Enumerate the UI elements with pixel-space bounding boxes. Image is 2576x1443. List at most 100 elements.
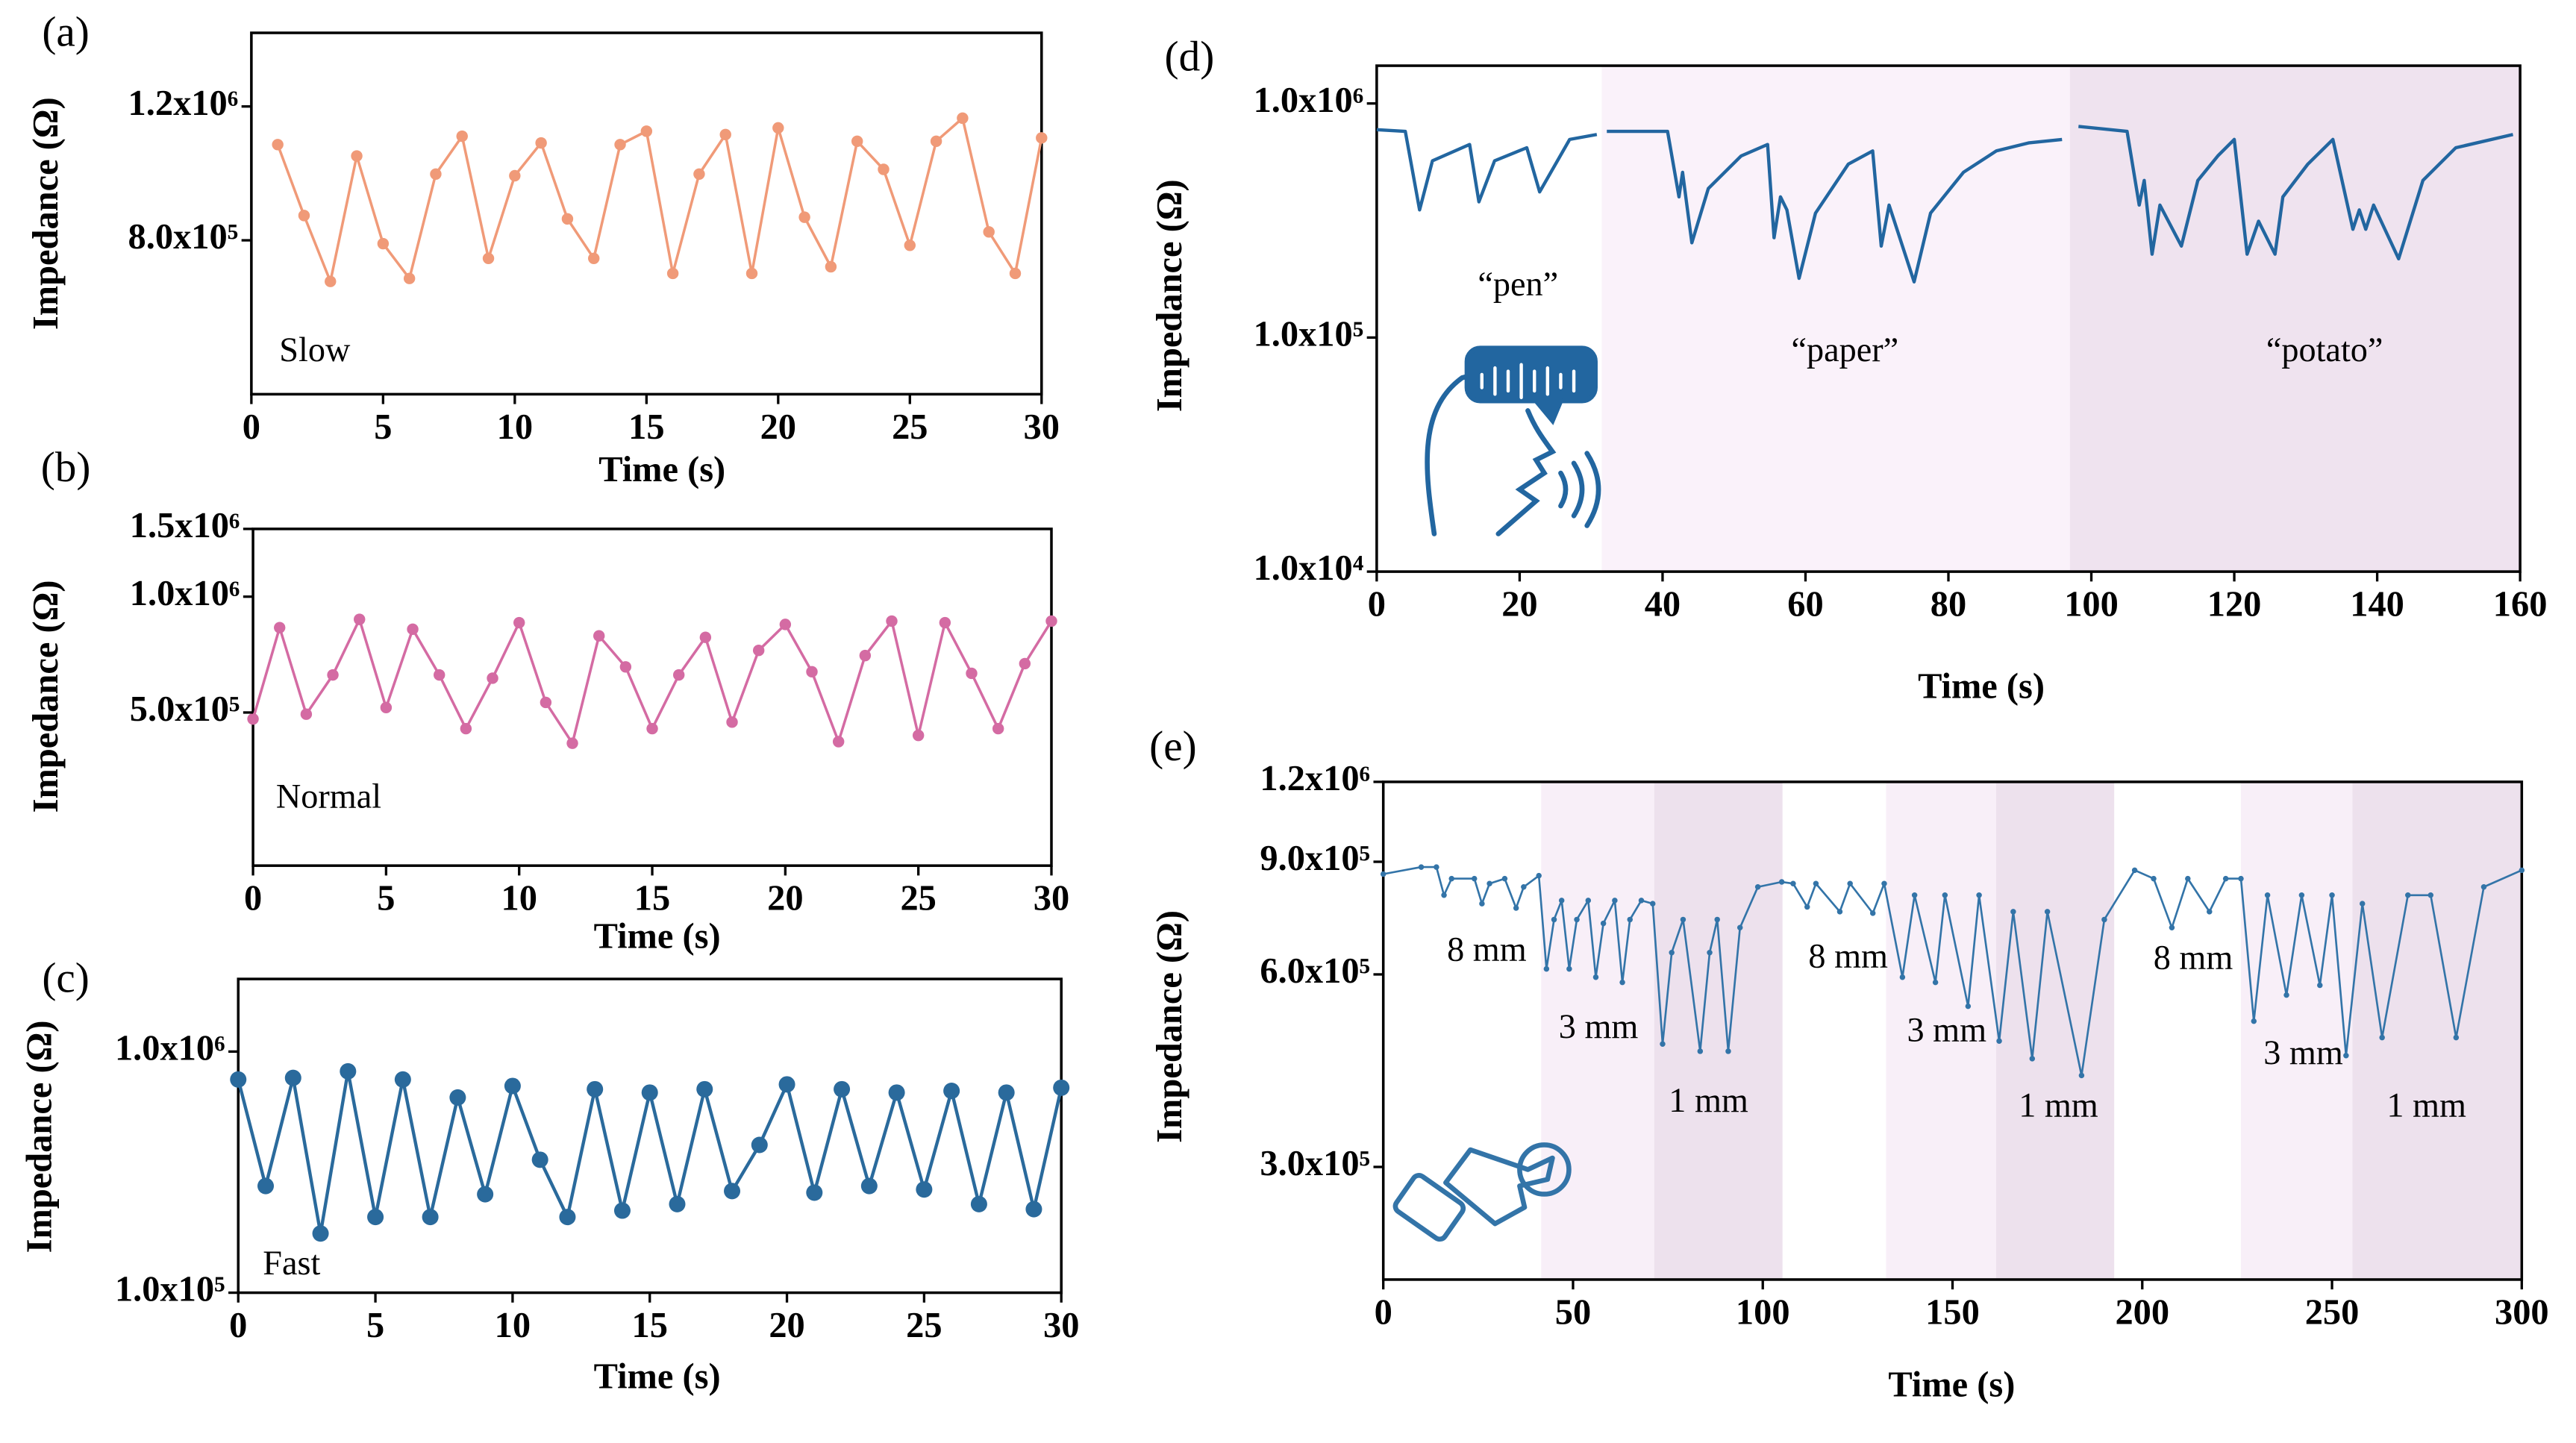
x-tick-label: 160	[2493, 585, 2548, 625]
x-tick-label: 30	[1043, 1306, 1079, 1345]
shaded-region	[2069, 66, 2521, 572]
data-point	[540, 696, 552, 709]
data-point	[2427, 892, 2434, 898]
data-point	[1592, 974, 1599, 980]
data-point	[751, 1136, 768, 1154]
data-point	[1441, 892, 1447, 898]
data-point	[2029, 1056, 2036, 1062]
data-point	[2131, 867, 2138, 874]
data-line	[276, 116, 1043, 283]
face-profile	[1495, 408, 1557, 536]
panel-label: (e)	[1149, 723, 1197, 770]
y-axis-title: Impedance (Ω)	[26, 97, 66, 330]
data-point	[1714, 916, 1720, 923]
data-point	[2207, 909, 2213, 915]
data-point	[1053, 1079, 1070, 1096]
data-point	[2405, 892, 2411, 898]
data-point	[904, 240, 916, 251]
data-point	[957, 112, 969, 125]
data-point	[1380, 871, 1387, 877]
data-point	[983, 226, 995, 238]
data-point	[1836, 909, 1843, 915]
data-point	[274, 622, 286, 633]
data-point	[966, 667, 978, 680]
data-point	[1619, 979, 1625, 986]
data-point	[992, 722, 1004, 735]
x-tick-label: 0	[229, 1306, 247, 1345]
data-point	[272, 139, 284, 151]
data-point	[1790, 880, 1796, 886]
data-point	[561, 213, 574, 225]
annotation: Fast	[263, 1244, 320, 1282]
data-point	[1025, 1201, 1042, 1218]
panel-label: (c)	[42, 955, 90, 1002]
data-point	[531, 1151, 548, 1168]
x-tick-label: 80	[1931, 585, 1966, 625]
data-point	[354, 613, 366, 625]
x-tick-label: 0	[243, 407, 260, 447]
data-point	[456, 130, 468, 143]
annotation: 3 mm	[1907, 1010, 1987, 1048]
data-point	[1869, 910, 1876, 916]
data-point	[2329, 892, 2335, 898]
data-point	[587, 1080, 604, 1098]
x-tick-label: 0	[1375, 1292, 1392, 1332]
x-tick-label: 15	[634, 879, 670, 918]
data-point	[2044, 909, 2051, 915]
data-point	[1513, 905, 1519, 911]
touch-ring	[1517, 1142, 1572, 1197]
y-tick-label: 1.2x10⁶	[1260, 759, 1370, 798]
data-point	[2010, 909, 2016, 915]
data-point	[888, 1084, 905, 1101]
data-point	[1650, 901, 1656, 907]
data-point	[2238, 875, 2244, 882]
y-axis-title: Impedance (Ω)	[26, 580, 66, 813]
x-tick-label: 15	[628, 407, 664, 447]
data-point	[640, 125, 653, 137]
data-point	[1479, 901, 1485, 907]
data-point	[772, 122, 784, 134]
data-point	[916, 1181, 933, 1198]
data-point	[1448, 875, 1454, 882]
voice-icon	[1425, 345, 1601, 536]
data-point	[377, 237, 390, 250]
data-point	[312, 1225, 329, 1242]
annotation: “pen”	[1478, 265, 1558, 303]
data-point	[669, 1195, 686, 1212]
bubble-tail	[1534, 398, 1563, 425]
data-point	[434, 669, 446, 681]
data-point	[1707, 949, 1713, 956]
data-point	[943, 1083, 960, 1100]
x-tick-label: 0	[1368, 585, 1386, 625]
x-tick-label: 5	[377, 879, 395, 918]
data-point	[860, 1177, 878, 1195]
data-point	[2185, 875, 2191, 882]
data-point	[998, 1084, 1015, 1101]
data-point	[1501, 875, 1508, 882]
data-point	[1574, 916, 1580, 923]
data-point	[1965, 1003, 1972, 1010]
data-point	[834, 1080, 851, 1098]
annotation: 1 mm	[2019, 1086, 2098, 1124]
y-axis-title: Impedance (Ω)	[1150, 910, 1189, 1143]
data-point	[851, 135, 863, 148]
data-point	[832, 736, 845, 748]
data-point	[613, 1202, 631, 1219]
data-point	[2283, 992, 2289, 998]
y-tick-label: 1.0x10⁵	[1254, 315, 1364, 354]
data-point	[1754, 884, 1761, 890]
data-point	[699, 631, 712, 643]
x-tick-label: 140	[2350, 585, 2404, 625]
data-point	[2298, 892, 2305, 898]
data-point	[1660, 1041, 1666, 1047]
data-point	[1009, 267, 1022, 280]
data-point	[930, 135, 942, 148]
x-tick-label: 100	[2064, 585, 2119, 625]
y-tick-label: 1.5x10⁶	[130, 506, 240, 545]
data-point	[1521, 884, 1527, 890]
data-point	[614, 139, 626, 151]
x-tick-label: 20	[767, 879, 803, 918]
data-point	[430, 168, 442, 180]
data-point	[1932, 979, 1939, 986]
shaded-region	[1886, 781, 1996, 1280]
